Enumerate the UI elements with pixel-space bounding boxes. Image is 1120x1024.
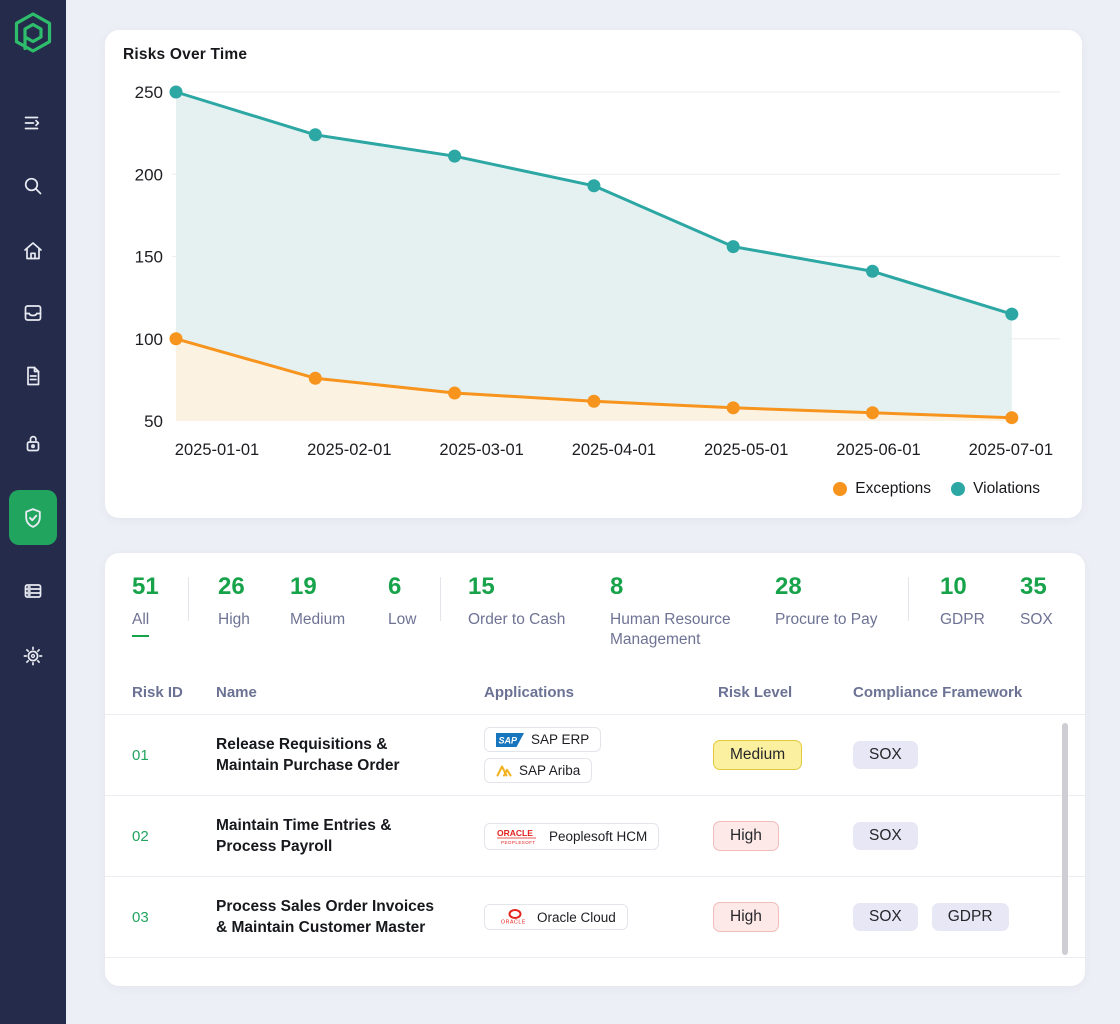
- inbox-icon[interactable]: [9, 289, 57, 337]
- risk-level-badge: Medium: [713, 740, 803, 770]
- risk-id: 03: [132, 908, 149, 926]
- risk-name: Release Requisitions & Maintain Purchase…: [216, 736, 400, 774]
- svg-text:ORACLE: ORACLE: [501, 920, 526, 926]
- stat-high[interactable]: 26 High: [218, 573, 250, 628]
- stats-filter-bar: 51 All 26 High 19 Medium 6 Low 15 Order …: [105, 553, 1085, 671]
- applications-cell: ORACLE PEOPLESOFT Peoplesoft HCM: [484, 822, 713, 850]
- svg-text:200: 200: [135, 165, 163, 184]
- stats-divider: [440, 577, 441, 621]
- risk-id: 01: [132, 746, 149, 764]
- table-scrollbar[interactable]: [1062, 723, 1068, 955]
- svg-text:150: 150: [135, 248, 163, 267]
- risks-over-time-chart: 50 100 150 200 250 2025-01-01 2025-02-01 2025-0…: [135, 83, 1060, 459]
- stat-medium[interactable]: 19 Medium: [290, 573, 346, 628]
- compliance-cell: SOX GDPR: [853, 903, 1085, 931]
- svg-text:ORACLE: ORACLE: [497, 828, 533, 838]
- table-row[interactable]: 03 Process Sales Order Invoices & Mainta…: [105, 877, 1085, 958]
- oracle-cloud-logo-icon: ORACLE: [501, 909, 526, 926]
- compliance-cell: SOX: [853, 741, 1085, 769]
- app-chip-sap-erp[interactable]: SAP SAP ERP: [484, 727, 602, 752]
- col-risk-level: Risk Level: [718, 684, 793, 701]
- svg-text:PEOPLESOFT: PEOPLESOFT: [501, 840, 536, 845]
- col-risk-id: Risk ID: [132, 684, 183, 701]
- app-chip-peoplesoft-hcm[interactable]: ORACLE PEOPLESOFT Peoplesoft HCM: [484, 822, 660, 850]
- search-icon[interactable]: [9, 162, 57, 210]
- col-compliance-framework: Compliance Framework: [853, 684, 1023, 701]
- table-row[interactable]: 01 Release Requisitions & Maintain Purch…: [105, 715, 1085, 796]
- app-logo-icon: [14, 12, 52, 53]
- chart-legend: Exceptions Violations: [833, 480, 1040, 498]
- lock-icon[interactable]: [9, 419, 57, 467]
- table-header: Risk ID Name Applications Risk Level Com…: [105, 671, 1085, 715]
- svg-text:2025-02-01: 2025-02-01: [307, 441, 391, 459]
- risk-level-cell: High: [713, 821, 853, 851]
- stats-divider: [908, 577, 909, 621]
- legend-label: Violations: [973, 480, 1040, 497]
- svg-text:2025-01-01: 2025-01-01: [175, 441, 259, 459]
- framework-badge: SOX: [853, 741, 918, 769]
- svg-text:2025-06-01: 2025-06-01: [836, 441, 920, 459]
- svg-text:100: 100: [135, 330, 163, 349]
- table-row[interactable]: 02 Maintain Time Entries & Process Payro…: [105, 796, 1085, 877]
- legend-item-violations[interactable]: Violations: [951, 480, 1040, 498]
- svg-text:2025-04-01: 2025-04-01: [572, 441, 656, 459]
- legend-item-exceptions[interactable]: Exceptions: [833, 480, 931, 498]
- stat-all[interactable]: 51 All: [132, 573, 159, 637]
- framework-badge: GDPR: [931, 903, 1009, 931]
- document-icon[interactable]: [9, 352, 57, 400]
- stat-human-resource-management[interactable]: 8 Human Resource Management: [610, 573, 731, 648]
- risk-level-cell: Medium: [713, 740, 853, 770]
- risks-table-card: 51 All 26 High 19 Medium 6 Low 15 Order …: [105, 553, 1085, 986]
- collapse-menu-icon[interactable]: [9, 99, 57, 147]
- svg-text:250: 250: [135, 83, 163, 102]
- app-chip-oracle-cloud[interactable]: ORACLE Oracle Cloud: [484, 904, 628, 930]
- shield-check-icon[interactable]: [9, 490, 57, 545]
- compliance-cell: SOX: [853, 822, 1085, 850]
- applications-cell: ORACLE Oracle Cloud: [484, 904, 713, 930]
- legend-label: Exceptions: [855, 480, 932, 497]
- stat-low[interactable]: 6 Low: [388, 573, 417, 628]
- risks-over-time-card: Risks Over Time 50 100 150 200 250 2025-01-01…: [105, 30, 1082, 518]
- stat-gdpr[interactable]: 10 GDPR: [940, 573, 985, 628]
- stat-order-to-cash[interactable]: 15 Order to Cash: [468, 573, 566, 628]
- exceptions-dot-icon: [833, 482, 848, 496]
- svg-text:2025-05-01: 2025-05-01: [704, 441, 788, 459]
- storage-icon[interactable]: [9, 567, 57, 615]
- risk-level-cell: High: [713, 902, 853, 932]
- stats-divider: [188, 577, 189, 621]
- risk-id: 02: [132, 827, 149, 845]
- stat-sox[interactable]: 35 SOX: [1020, 573, 1053, 628]
- risk-level-badge: High: [713, 902, 779, 932]
- home-icon[interactable]: [9, 227, 57, 275]
- col-name: Name: [216, 684, 257, 701]
- violations-dot-icon: [951, 482, 966, 496]
- svg-text:50: 50: [144, 412, 163, 431]
- oracle-peoplesoft-logo-icon: ORACLE PEOPLESOFT: [497, 828, 536, 845]
- app-chip-sap-ariba[interactable]: SAP Ariba: [484, 758, 593, 783]
- applications-cell: SAP SAP ERP SAP Ariba: [484, 727, 713, 783]
- risk-name: Maintain Time Entries & Process Payroll: [216, 817, 392, 855]
- sidebar: [0, 0, 66, 1024]
- sap-logo-icon: SAP: [496, 732, 524, 747]
- framework-badge: SOX: [853, 822, 918, 850]
- risk-name: Process Sales Order Invoices & Maintain …: [216, 898, 434, 936]
- settings-gear-icon[interactable]: [9, 632, 57, 680]
- chart-title: Risks Over Time: [123, 46, 248, 63]
- risk-level-badge: High: [713, 821, 779, 851]
- svg-text:SAP: SAP: [499, 735, 519, 745]
- svg-text:2025-07-01: 2025-07-01: [969, 441, 1053, 459]
- col-applications: Applications: [484, 684, 575, 701]
- framework-badge: SOX: [853, 903, 918, 931]
- ariba-logo-icon: [496, 765, 512, 777]
- stat-procure-to-pay[interactable]: 28 Procure to Pay: [775, 573, 878, 628]
- svg-text:2025-03-01: 2025-03-01: [439, 441, 523, 459]
